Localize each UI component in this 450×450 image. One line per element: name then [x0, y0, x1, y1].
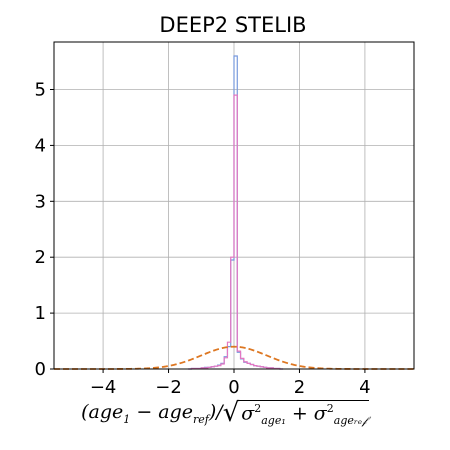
y-tick-label: 1: [35, 303, 46, 324]
series-blue-histogram: [188, 55, 284, 370]
y-tick-label: 5: [35, 80, 46, 101]
x-axis-label: (age1 − ageref)/√ σ2age₁ + σ2ageᵣₑ𝒻: [81, 398, 369, 429]
x-tick-label: −4: [90, 377, 117, 398]
x-tick-label: −2: [155, 377, 182, 398]
x-tick-label: 2: [294, 377, 305, 398]
y-tick-label: 3: [35, 191, 46, 212]
y-tick-label: 2: [35, 247, 46, 268]
ticks: −4 −2 0 2 4 0 1 2 3 4 5: [35, 80, 371, 398]
y-tick-label: 4: [35, 135, 46, 156]
series-pink-histogram: [188, 94, 284, 370]
x-tick-label: 0: [228, 377, 239, 398]
chart-title: DEEP2 STELIB: [159, 13, 306, 37]
x-tick-label: 4: [359, 377, 370, 398]
y-tick-label: 0: [35, 359, 46, 380]
